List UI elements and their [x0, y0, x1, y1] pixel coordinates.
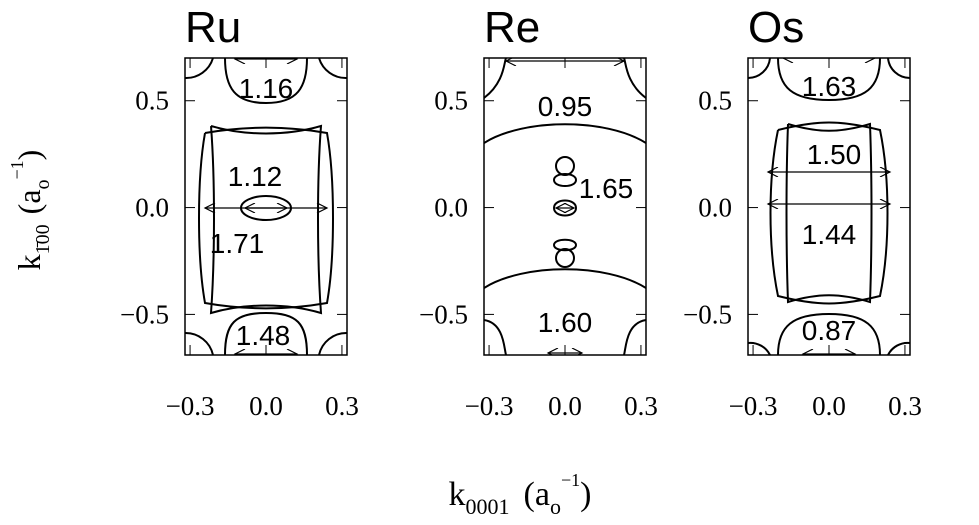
contour-line [318, 58, 347, 80]
x-tick-label: 0.3 [325, 391, 359, 421]
contour-line [555, 156, 576, 176]
panel: Re −0.5 0.0 0.5 −0.3 0.0 0.3 0.95 1.65 1.60 [419, 3, 658, 421]
contour-line [748, 341, 771, 355]
y-label-unit-sub: o [32, 179, 54, 189]
contour-line [553, 173, 578, 187]
contour-label: 1.63 [802, 71, 857, 102]
contour-line [185, 331, 214, 355]
x-tick-label: 0.0 [249, 391, 283, 421]
contour-line [769, 121, 889, 305]
y-axis-label: k1̄00 (ao −1) [7, 150, 54, 271]
contour-line [623, 58, 646, 99]
contour-line [484, 268, 646, 289]
contour-line [224, 311, 308, 355]
panel-title: Ru [185, 3, 241, 52]
y-tick-label: −0.5 [683, 299, 732, 329]
y-tick-label: 0.5 [698, 86, 732, 116]
y-tick-label: 0.0 [698, 193, 732, 223]
panel: Ru −0.5 0.0 0.5 −0.3 0.0 0.3 1.16 1.12 1.71 1.48 [120, 3, 359, 421]
contour-label: 1.44 [802, 219, 857, 250]
panel-title: Os [748, 3, 804, 52]
x-axis-label: k0001 (ao−1) [449, 470, 592, 519]
y-tick-label: 0.5 [434, 86, 468, 116]
contour-label: 1.16 [239, 73, 294, 104]
contour-line [185, 58, 214, 80]
contour-label: 1.48 [236, 320, 291, 351]
contour-label: 0.87 [802, 315, 857, 346]
x-label-unit-sup: −1 [561, 470, 580, 490]
contour-label: 1.12 [228, 161, 283, 192]
panel: Os −0.5 0.0 0.5 −0.3 0.0 0.3 1.63 1.50 1.44 0.87 [683, 3, 922, 421]
contour-line [748, 58, 771, 80]
contour-label: 1.65 [579, 173, 634, 204]
contour-line [553, 238, 578, 252]
contours [748, 58, 910, 355]
contour-line [785, 122, 873, 304]
x-label-symbol: k [449, 476, 466, 513]
contour-line [555, 248, 576, 268]
y-tick-label: 0.5 [135, 86, 169, 116]
y-tick-label: −0.5 [419, 299, 468, 329]
x-label-unit-sub: o [550, 494, 561, 519]
contour-line [209, 124, 323, 315]
y-label-subscript: 1̄00 [32, 224, 54, 254]
x-tick-label: 0.3 [888, 391, 922, 421]
x-label-subscript: 0001 [466, 494, 510, 519]
contour-label: 0.95 [538, 91, 593, 122]
x-label-unit: (a [524, 476, 550, 513]
y-tick-label: −0.5 [120, 299, 169, 329]
x-tick-label: 0.3 [624, 391, 658, 421]
x-tick-label: 0.0 [812, 391, 846, 421]
contour-label: 1.50 [807, 139, 862, 170]
contour-line [553, 199, 578, 217]
panel-title: Re [484, 3, 540, 52]
y-label-unit-sup: −1 [7, 160, 27, 179]
contour-line [887, 58, 910, 80]
contour-line [484, 58, 507, 99]
contour-line [777, 58, 881, 102]
y-label-close: ) [11, 150, 47, 161]
contour-line [484, 319, 507, 355]
x-tick-label: −0.3 [729, 391, 778, 421]
y-tick-label: 0.0 [135, 193, 169, 223]
contour-line [318, 331, 347, 355]
y-label-unit: (a [11, 189, 47, 214]
contour-line [484, 123, 646, 144]
y-label-symbol: k [11, 254, 47, 270]
contour-line [224, 58, 308, 105]
contour-label: 1.60 [538, 307, 593, 338]
contour-line [623, 319, 646, 355]
x-label-close: ) [580, 476, 591, 513]
x-tick-label: −0.3 [465, 391, 514, 421]
y-tick-label: 0.0 [434, 193, 468, 223]
contour-label: 1.71 [210, 228, 265, 259]
x-tick-label: −0.3 [166, 391, 215, 421]
x-tick-label: 0.0 [548, 391, 582, 421]
contour-line [198, 126, 334, 310]
plot-frame [747, 57, 911, 356]
contour-line [777, 312, 881, 355]
contour-line [887, 341, 910, 355]
